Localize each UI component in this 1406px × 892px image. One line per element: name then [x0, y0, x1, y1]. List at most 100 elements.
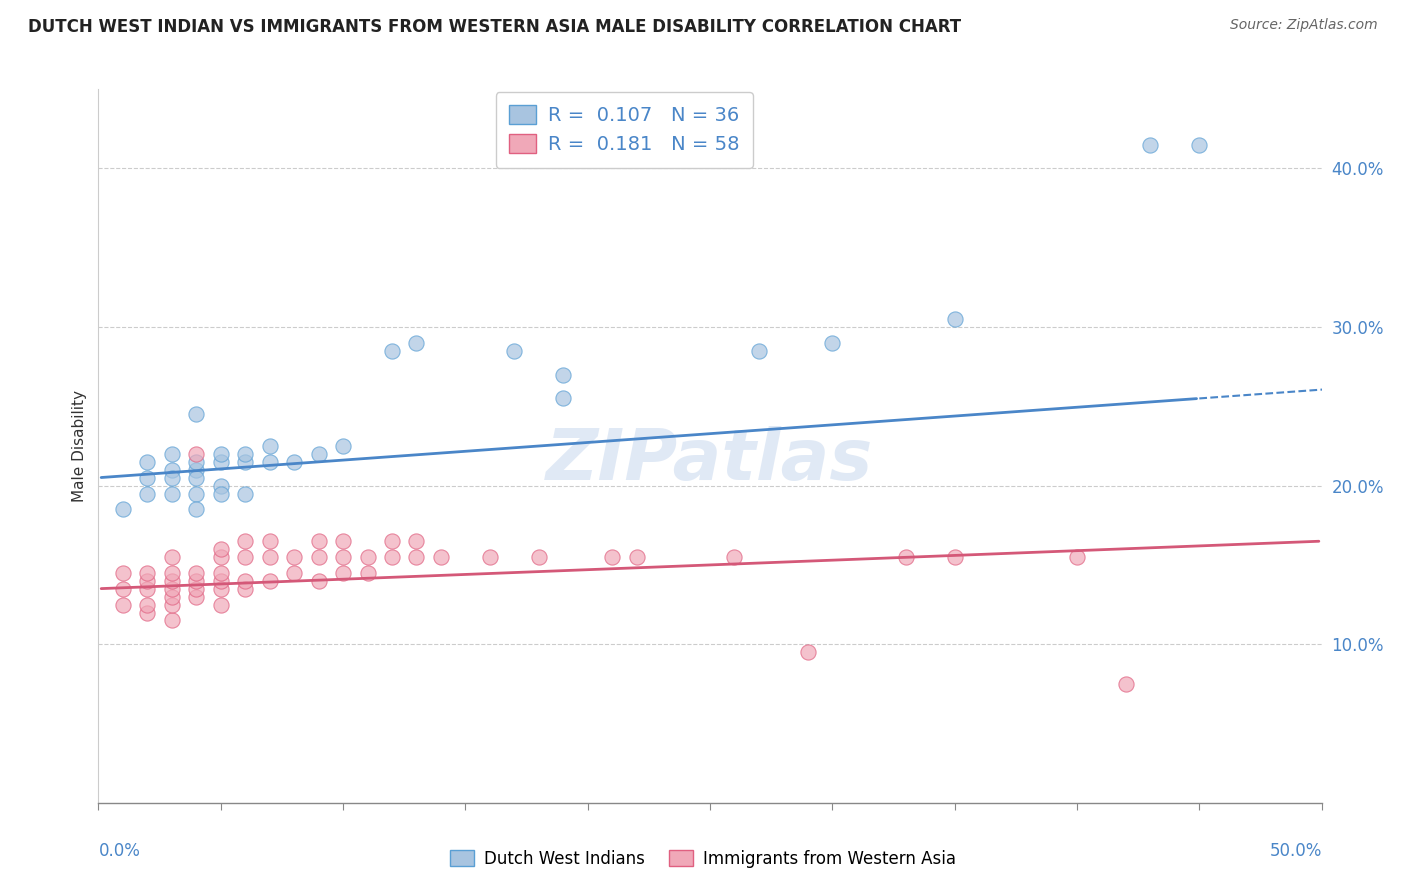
Point	[332, 534, 354, 549]
Point	[478, 549, 501, 564]
Point	[1115, 677, 1137, 691]
Point	[209, 574, 232, 588]
Point	[283, 566, 305, 580]
Point	[111, 566, 134, 580]
Point	[797, 645, 820, 659]
Point	[943, 549, 966, 564]
Point	[209, 566, 232, 580]
Point	[111, 598, 134, 612]
Point	[821, 335, 844, 350]
Point	[233, 582, 256, 596]
Point	[283, 455, 305, 469]
Legend: Dutch West Indians, Immigrants from Western Asia: Dutch West Indians, Immigrants from West…	[443, 844, 963, 875]
Text: Source: ZipAtlas.com: Source: ZipAtlas.com	[1230, 18, 1378, 32]
Point	[160, 614, 183, 628]
Point	[503, 343, 526, 358]
Point	[430, 549, 453, 564]
Point	[186, 463, 208, 477]
Point	[1188, 137, 1211, 152]
Point	[186, 447, 208, 461]
Point	[233, 534, 256, 549]
Point	[356, 549, 378, 564]
Point	[186, 486, 208, 500]
Point	[136, 606, 159, 620]
Point	[259, 455, 281, 469]
Point	[356, 566, 378, 580]
Point	[136, 486, 159, 500]
Point	[259, 439, 281, 453]
Point	[527, 549, 550, 564]
Point	[748, 343, 770, 358]
Point	[160, 447, 183, 461]
Point	[233, 549, 256, 564]
Point	[332, 549, 354, 564]
Point	[1066, 549, 1088, 564]
Text: ZIPatlas: ZIPatlas	[547, 425, 873, 495]
Point	[405, 549, 427, 564]
Point	[160, 463, 183, 477]
Point	[381, 534, 404, 549]
Point	[723, 549, 745, 564]
Point	[209, 478, 232, 492]
Point	[136, 574, 159, 588]
Point	[308, 447, 330, 461]
Point	[111, 582, 134, 596]
Point	[943, 312, 966, 326]
Point	[160, 566, 183, 580]
Text: 50.0%: 50.0%	[1270, 842, 1322, 860]
Legend: R =  0.107   N = 36, R =  0.181   N = 58: R = 0.107 N = 36, R = 0.181 N = 58	[495, 92, 754, 168]
Point	[209, 486, 232, 500]
Point	[186, 471, 208, 485]
Text: 0.0%: 0.0%	[98, 842, 141, 860]
Point	[209, 542, 232, 557]
Point	[405, 335, 427, 350]
Point	[186, 590, 208, 604]
Point	[209, 455, 232, 469]
Y-axis label: Male Disability: Male Disability	[72, 390, 87, 502]
Point	[209, 549, 232, 564]
Point	[283, 549, 305, 564]
Point	[1139, 137, 1161, 152]
Point	[186, 566, 208, 580]
Point	[160, 582, 183, 596]
Point	[160, 574, 183, 588]
Point	[233, 486, 256, 500]
Point	[259, 549, 281, 564]
Point	[381, 343, 404, 358]
Point	[259, 534, 281, 549]
Point	[186, 582, 208, 596]
Point	[160, 590, 183, 604]
Point	[332, 566, 354, 580]
Point	[381, 549, 404, 564]
Point	[111, 502, 134, 516]
Point	[553, 392, 575, 406]
Point	[308, 574, 330, 588]
Text: DUTCH WEST INDIAN VS IMMIGRANTS FROM WESTERN ASIA MALE DISABILITY CORRELATION CH: DUTCH WEST INDIAN VS IMMIGRANTS FROM WES…	[28, 18, 962, 36]
Point	[626, 549, 648, 564]
Point	[136, 582, 159, 596]
Point	[308, 549, 330, 564]
Point	[160, 598, 183, 612]
Point	[136, 566, 159, 580]
Point	[186, 574, 208, 588]
Point	[600, 549, 623, 564]
Point	[136, 598, 159, 612]
Point	[405, 534, 427, 549]
Point	[233, 574, 256, 588]
Point	[160, 486, 183, 500]
Point	[259, 574, 281, 588]
Point	[186, 407, 208, 421]
Point	[186, 502, 208, 516]
Point	[308, 534, 330, 549]
Point	[332, 439, 354, 453]
Point	[160, 549, 183, 564]
Point	[136, 471, 159, 485]
Point	[553, 368, 575, 382]
Point	[233, 447, 256, 461]
Point	[160, 471, 183, 485]
Point	[209, 598, 232, 612]
Point	[209, 582, 232, 596]
Point	[136, 455, 159, 469]
Point	[233, 455, 256, 469]
Point	[186, 455, 208, 469]
